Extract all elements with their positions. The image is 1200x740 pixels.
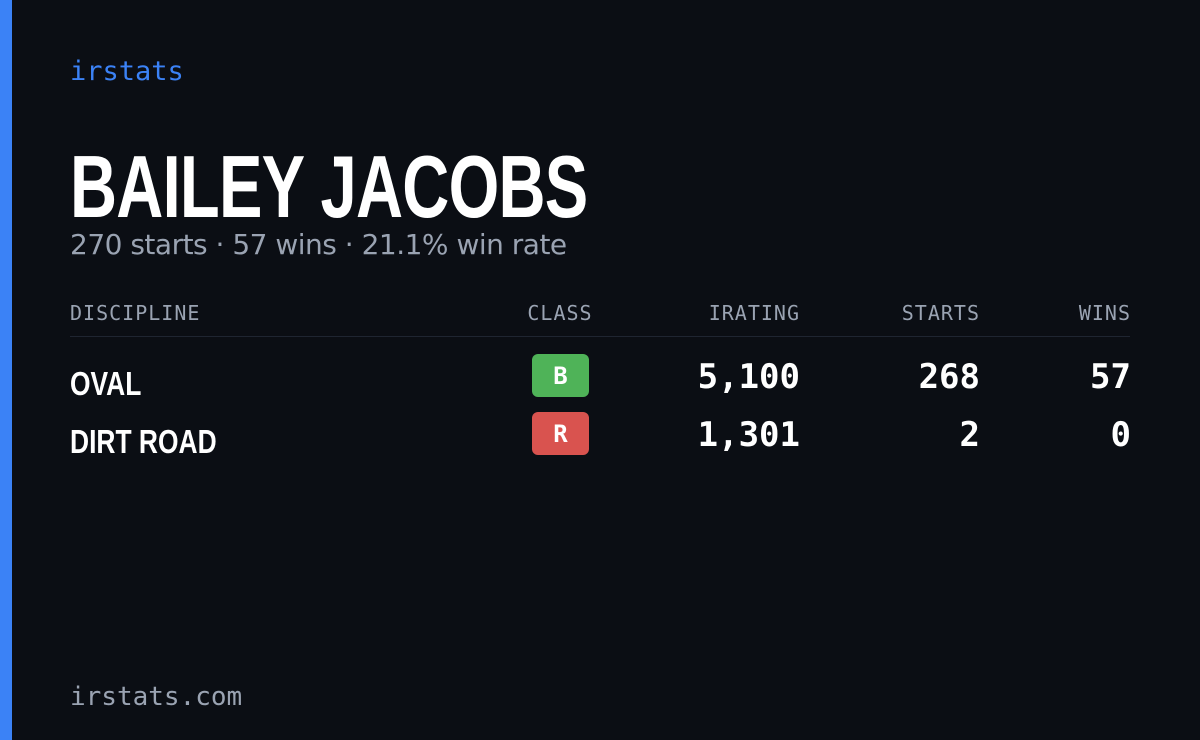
column-header: WINS (1078, 301, 1131, 325)
divider (70, 336, 1130, 337)
column-header: STARTS (901, 301, 980, 325)
accent-bar (0, 0, 12, 740)
driver-name: BAILEY JACOBS (70, 137, 588, 236)
wins-value: 57 (1090, 357, 1131, 397)
footer: irstats.com (70, 682, 243, 712)
wins-value: 0 (1110, 415, 1131, 455)
discipline: OVAL (70, 365, 142, 402)
starts-value: 2 (959, 415, 980, 455)
column-header: DISCIPLINE (70, 301, 201, 325)
column-header: CLASS (527, 301, 593, 325)
brand: irstats (70, 56, 184, 87)
class-badge: B (532, 354, 589, 397)
summary: 270 starts · 57 wins · 21.1% win rate (70, 228, 567, 261)
starts-value: 268 (918, 357, 980, 397)
column-header: IRATING (708, 301, 800, 325)
discipline: DIRT ROAD (70, 423, 217, 460)
irating-value: 1,301 (697, 415, 800, 455)
irating-value: 5,100 (697, 357, 800, 397)
class-badge: R (532, 412, 589, 455)
